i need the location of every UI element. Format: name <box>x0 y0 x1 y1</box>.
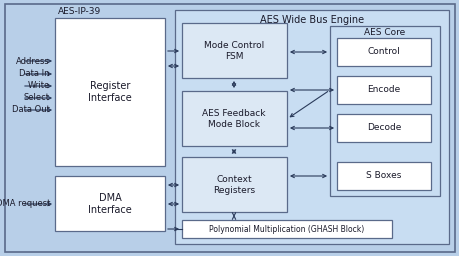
Text: Register
Interface: Register Interface <box>88 81 132 103</box>
Bar <box>336 38 430 66</box>
Text: DMA request: DMA request <box>0 199 50 208</box>
Text: DMA
Interface: DMA Interface <box>88 193 132 215</box>
Text: AES-IP-39: AES-IP-39 <box>58 7 101 16</box>
Text: Control: Control <box>367 48 399 57</box>
Bar <box>55 176 165 231</box>
Bar <box>174 10 448 244</box>
Text: Select: Select <box>24 93 50 102</box>
Bar <box>182 23 286 78</box>
Text: S Boxes: S Boxes <box>365 172 401 180</box>
Bar <box>182 157 286 212</box>
Text: AES Core: AES Core <box>364 28 405 37</box>
Text: Encode: Encode <box>367 86 400 94</box>
Text: Polynomial Multiplication (GHASH Block): Polynomial Multiplication (GHASH Block) <box>209 225 364 233</box>
Bar <box>55 18 165 166</box>
Bar <box>336 76 430 104</box>
Text: Address: Address <box>16 57 50 66</box>
Text: AES Feedback
Mode Block: AES Feedback Mode Block <box>202 109 265 129</box>
Bar <box>182 220 391 238</box>
Bar <box>182 91 286 146</box>
Bar <box>336 162 430 190</box>
Text: Mode Control
FSM: Mode Control FSM <box>203 41 263 61</box>
Text: Context
Registers: Context Registers <box>213 175 254 195</box>
Text: AES Wide Bus Engine: AES Wide Bus Engine <box>259 15 363 25</box>
Bar <box>336 114 430 142</box>
Text: Decode: Decode <box>366 123 400 133</box>
Bar <box>329 26 439 196</box>
Text: Data Out: Data Out <box>12 105 50 114</box>
Text: Data In: Data In <box>19 69 50 79</box>
Bar <box>52 10 207 244</box>
Text: Write: Write <box>28 81 50 91</box>
